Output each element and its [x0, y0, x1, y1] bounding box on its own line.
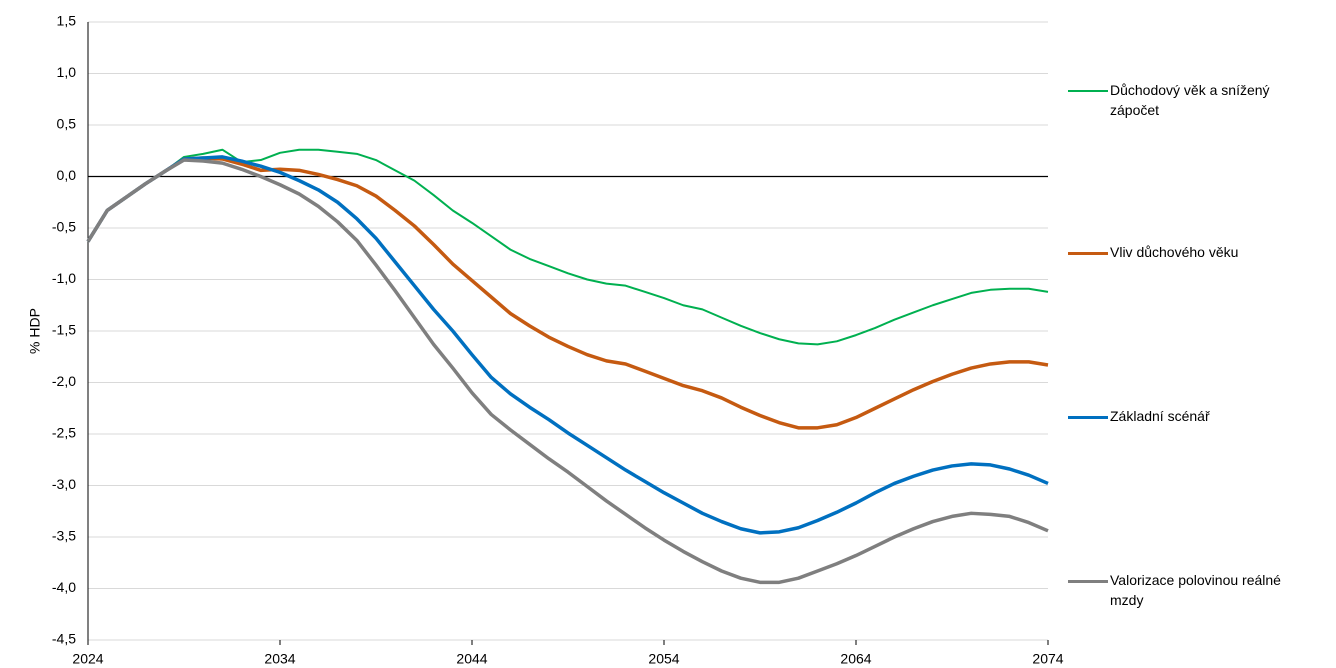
y-tick-label: -2,0 — [52, 373, 76, 389]
legend-label: Vliv důchového věku — [1110, 244, 1239, 260]
series-line — [86, 158, 1049, 585]
legend-swatch — [1068, 416, 1108, 419]
series-line — [87, 148, 1049, 346]
legend-item: Základní scénář — [1068, 406, 1328, 426]
y-tick-label: -1,5 — [52, 322, 76, 338]
legend-label: Základní scénář — [1110, 408, 1210, 424]
legend-swatch — [1068, 90, 1108, 92]
series-line — [86, 155, 1049, 535]
x-tick-label: 2044 — [456, 651, 487, 667]
x-tick-label: 2074 — [1032, 651, 1063, 667]
y-tick-label: -4,0 — [52, 579, 76, 595]
legend-item: Důchodový věk a snížený zápočet — [1068, 80, 1328, 120]
legend-label: Valorizace polovinou reálné mzdy — [1110, 572, 1281, 608]
x-tick-label: 2054 — [648, 651, 679, 667]
legend-swatch — [1068, 252, 1108, 255]
y-tick-label: -0,5 — [52, 219, 76, 235]
legend-label: Důchodový věk a snížený zápočet — [1110, 82, 1270, 118]
y-tick-label: -4,5 — [52, 631, 76, 647]
x-tick-label: 2024 — [72, 651, 103, 667]
x-tick-label: 2064 — [840, 651, 871, 667]
legend-item: Valorizace polovinou reálné mzdy — [1068, 570, 1328, 610]
y-tick-label: 0,0 — [57, 167, 77, 183]
series-line — [86, 156, 1049, 430]
y-tick-label: 1,5 — [57, 13, 77, 29]
legend-swatch — [1068, 580, 1108, 583]
legend-item: Vliv důchového věku — [1068, 242, 1328, 262]
y-tick-label: -1,0 — [52, 270, 76, 286]
y-tick-label: 1,0 — [57, 64, 77, 80]
y-tick-label: 0,5 — [57, 116, 77, 132]
y-axis-label: % HDP — [27, 308, 43, 354]
y-tick-label: -2,5 — [52, 425, 76, 441]
y-tick-label: -3,5 — [52, 528, 76, 544]
x-tick-label: 2034 — [264, 651, 295, 667]
y-tick-label: -3,0 — [52, 476, 76, 492]
